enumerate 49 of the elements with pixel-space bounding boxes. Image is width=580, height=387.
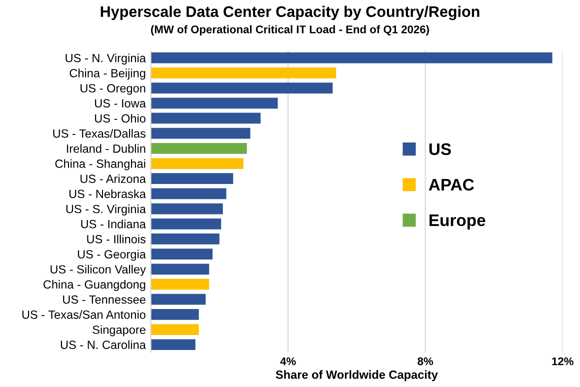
y-tick-label: China - Guangdong <box>44 280 146 291</box>
bar <box>150 188 226 200</box>
y-tick-label: US - N. Carolina <box>60 340 146 350</box>
y-tick-label: US - N. Virginia <box>66 54 146 65</box>
bar <box>150 142 247 154</box>
x-axis-title: Share of Worldwide Capacity <box>276 370 438 382</box>
y-tick-label: US - Texas/Dallas <box>53 129 146 138</box>
legend-label: US <box>429 143 451 156</box>
bar <box>150 294 206 305</box>
y-tick-label: China - Beijing <box>70 68 146 80</box>
y-tick-label: US - Texas/San Antonio <box>22 310 146 319</box>
bar <box>150 68 336 78</box>
bar <box>150 158 244 169</box>
bar <box>150 234 220 244</box>
y-tick-label: US - Georgia <box>78 250 146 261</box>
legend-label: Europe <box>430 214 486 230</box>
bar <box>150 52 552 64</box>
legend-label: APAC <box>428 178 474 191</box>
bar <box>150 98 278 109</box>
bar <box>150 173 234 184</box>
bar <box>150 82 333 94</box>
y-tick-label: US - Silicon Valley <box>50 264 146 276</box>
y-tick-label: US - Oregon <box>80 84 146 95</box>
y-tick-label: Ireland - Dublin <box>66 144 146 153</box>
bar <box>150 264 210 275</box>
y-tick-label: US - Indiana <box>81 220 146 228</box>
chart-subtitle: (MW of Operational Critical IT Load - End of Q1 2026) <box>151 25 429 36</box>
chart-title: Hyperscale Data Center Capacity by Country/Region <box>100 6 480 20</box>
y-tick-label: US - S. Virginia <box>66 204 146 216</box>
x-tick-label: 8% <box>418 357 434 366</box>
x-tick-label: 4% <box>280 357 296 366</box>
y-tick-label: US - Nebraska <box>69 189 146 198</box>
y-tick-label: US - Ohio <box>95 114 146 123</box>
bar <box>150 203 223 214</box>
bar <box>150 112 261 124</box>
bar <box>150 128 250 139</box>
y-tick-label: US - Arizona <box>80 174 146 183</box>
y-tick-label: US - Tennessee <box>63 295 146 304</box>
bar <box>150 218 222 230</box>
bar <box>150 278 210 290</box>
bar <box>150 248 213 260</box>
y-tick-label: US - Illinois <box>87 234 146 244</box>
y-tick-label: China - Shanghai <box>55 159 146 170</box>
bar <box>150 339 196 350</box>
bar <box>150 309 199 320</box>
bar <box>150 324 199 335</box>
y-tick-label: US - Iowa <box>95 99 146 108</box>
y-tick-label: Singapore <box>92 325 146 336</box>
x-tick-label: 12% <box>552 357 574 366</box>
